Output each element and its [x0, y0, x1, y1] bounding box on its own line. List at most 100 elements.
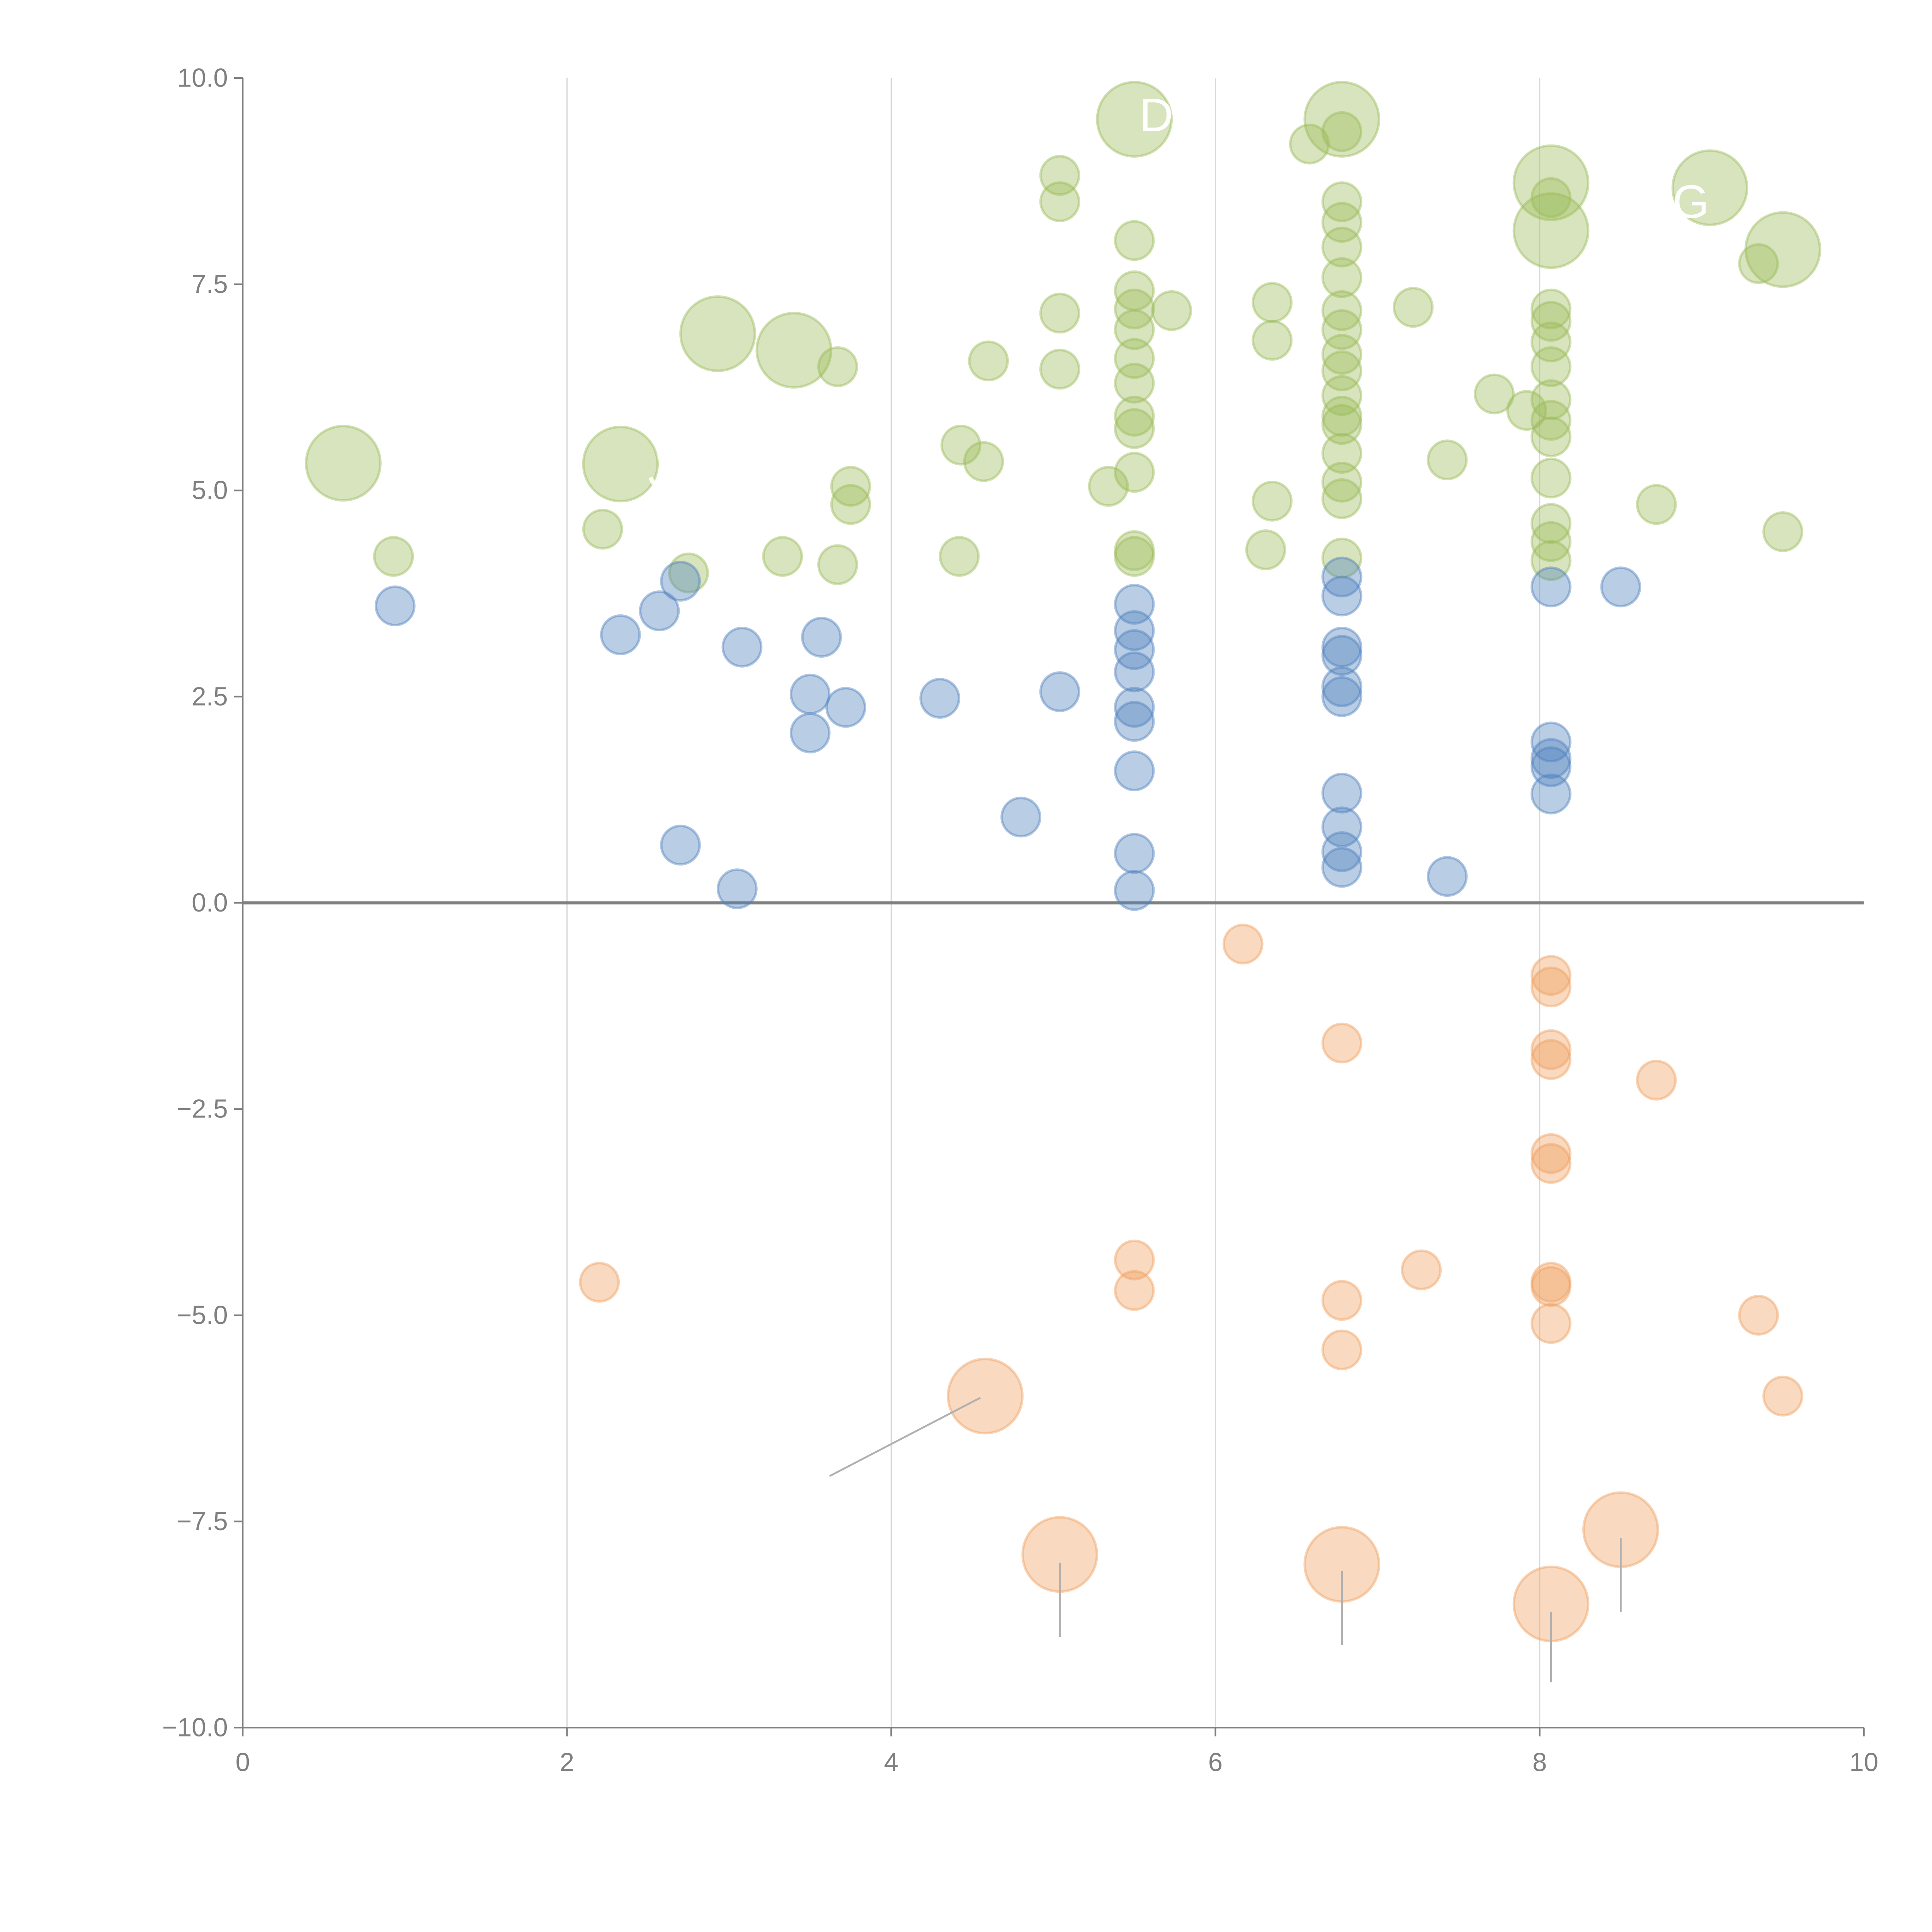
green-point: [1039, 181, 1080, 222]
x-tick-label: 6: [1208, 1748, 1223, 1777]
x-tick-label: 8: [1532, 1748, 1547, 1777]
annotation-label: J: [648, 444, 672, 496]
orange-point: [1531, 1029, 1571, 1070]
green-point: [1114, 220, 1155, 261]
green-point: [1039, 155, 1080, 196]
blue-point: [1114, 870, 1155, 911]
blue-point: [1114, 750, 1155, 791]
y-tick-label: −7.5: [177, 1507, 228, 1536]
green-point: [1738, 243, 1779, 284]
green-point: [817, 544, 858, 585]
green-point: [1636, 484, 1677, 525]
green-point: [1151, 290, 1192, 331]
green-large-point: [1096, 81, 1173, 158]
green-point: [1114, 530, 1155, 571]
green-point: [1289, 123, 1330, 165]
orange-point: [1531, 1266, 1571, 1307]
green-point: [1321, 537, 1362, 579]
x-tick-label: 4: [884, 1748, 898, 1777]
green-large-point: [1512, 192, 1590, 269]
y-tick-label: −10.0: [162, 1713, 228, 1742]
green-point: [940, 424, 981, 466]
orange-point: [1531, 1039, 1571, 1080]
green-point: [1114, 408, 1155, 449]
blue-point: [825, 687, 866, 728]
blue-point: [374, 585, 416, 626]
x-tick-label: 2: [560, 1748, 574, 1777]
green-point: [1252, 481, 1293, 522]
y-tick-label: −5.0: [177, 1301, 228, 1330]
orange-point: [1738, 1294, 1779, 1336]
blue-point: [1600, 566, 1641, 607]
green-point: [1321, 334, 1362, 375]
green-point: [1531, 288, 1571, 330]
orange-point: [1531, 1133, 1571, 1174]
blue-point: [1531, 566, 1571, 607]
leader-line: [829, 1397, 981, 1477]
y-tick-label: 7.5: [192, 270, 228, 299]
green-large-point: [755, 311, 833, 389]
green-large-point: [1744, 211, 1821, 288]
green-point: [1531, 503, 1571, 544]
blue-point: [1321, 575, 1362, 617]
orange-point: [1401, 1249, 1442, 1291]
green-point: [1321, 433, 1362, 474]
y-tick-label: 2.5: [192, 682, 228, 711]
blue-point: [1114, 583, 1155, 625]
green-point: [1321, 309, 1362, 350]
green-point: [830, 466, 871, 507]
green-point: [1321, 375, 1362, 416]
green-point: [1531, 540, 1571, 581]
blue-point: [660, 561, 701, 602]
green-point: [830, 484, 871, 525]
green-point: [1531, 321, 1571, 362]
orange-point: [579, 1262, 620, 1303]
blue-point: [1114, 687, 1155, 728]
green-point: [1252, 282, 1293, 323]
blue-point: [1427, 856, 1468, 897]
green-point: [1531, 521, 1571, 562]
green-point: [1474, 373, 1515, 415]
orange-point: [1222, 923, 1264, 965]
green-point: [1506, 390, 1547, 431]
gridlines: [243, 78, 1864, 1728]
y-tick-label: 10.0: [177, 63, 228, 92]
green-point: [968, 340, 1009, 381]
green-point: [1531, 400, 1571, 441]
blue-point: [660, 825, 701, 866]
data-points: [304, 81, 1821, 1643]
green-point: [1114, 362, 1155, 404]
blue-point: [600, 614, 641, 655]
green-large-point: [1303, 81, 1381, 158]
blue-point: [1114, 629, 1155, 670]
green-point: [1321, 202, 1362, 243]
green-large-point: [1671, 149, 1748, 226]
blue-point: [801, 617, 842, 658]
green-point: [1762, 511, 1803, 552]
green-point: [1531, 457, 1571, 499]
orange-point: [1531, 966, 1571, 1008]
green-point: [762, 536, 803, 577]
blue-point: [1114, 651, 1155, 692]
blue-point: [1321, 635, 1362, 676]
orange-point: [1321, 1280, 1362, 1321]
blue-point: [1321, 676, 1362, 717]
orange-point: [1762, 1376, 1803, 1417]
blue-point: [716, 868, 758, 910]
green-point: [1321, 290, 1362, 331]
orange-point: [1114, 1239, 1155, 1281]
annotations: D G J: [648, 89, 1709, 496]
blue-point: [1321, 666, 1362, 707]
green-point: [1531, 301, 1571, 342]
blue-point: [1114, 701, 1155, 742]
blue-point: [1321, 772, 1362, 814]
blue-point: [1531, 738, 1571, 779]
green-point: [1531, 379, 1571, 420]
blue-point: [1039, 671, 1080, 712]
blue-point: [789, 673, 831, 715]
green-point: [817, 346, 858, 387]
axes: 0 2 4 6 8 10 10.0 7.5 5.0 2.5 0.0 −2.5 −5.0 −7.5 −10.0: [162, 63, 1878, 1777]
orange-point: [1531, 1143, 1571, 1184]
x-tick-label: 0: [235, 1748, 250, 1777]
green-large-point: [679, 295, 756, 372]
